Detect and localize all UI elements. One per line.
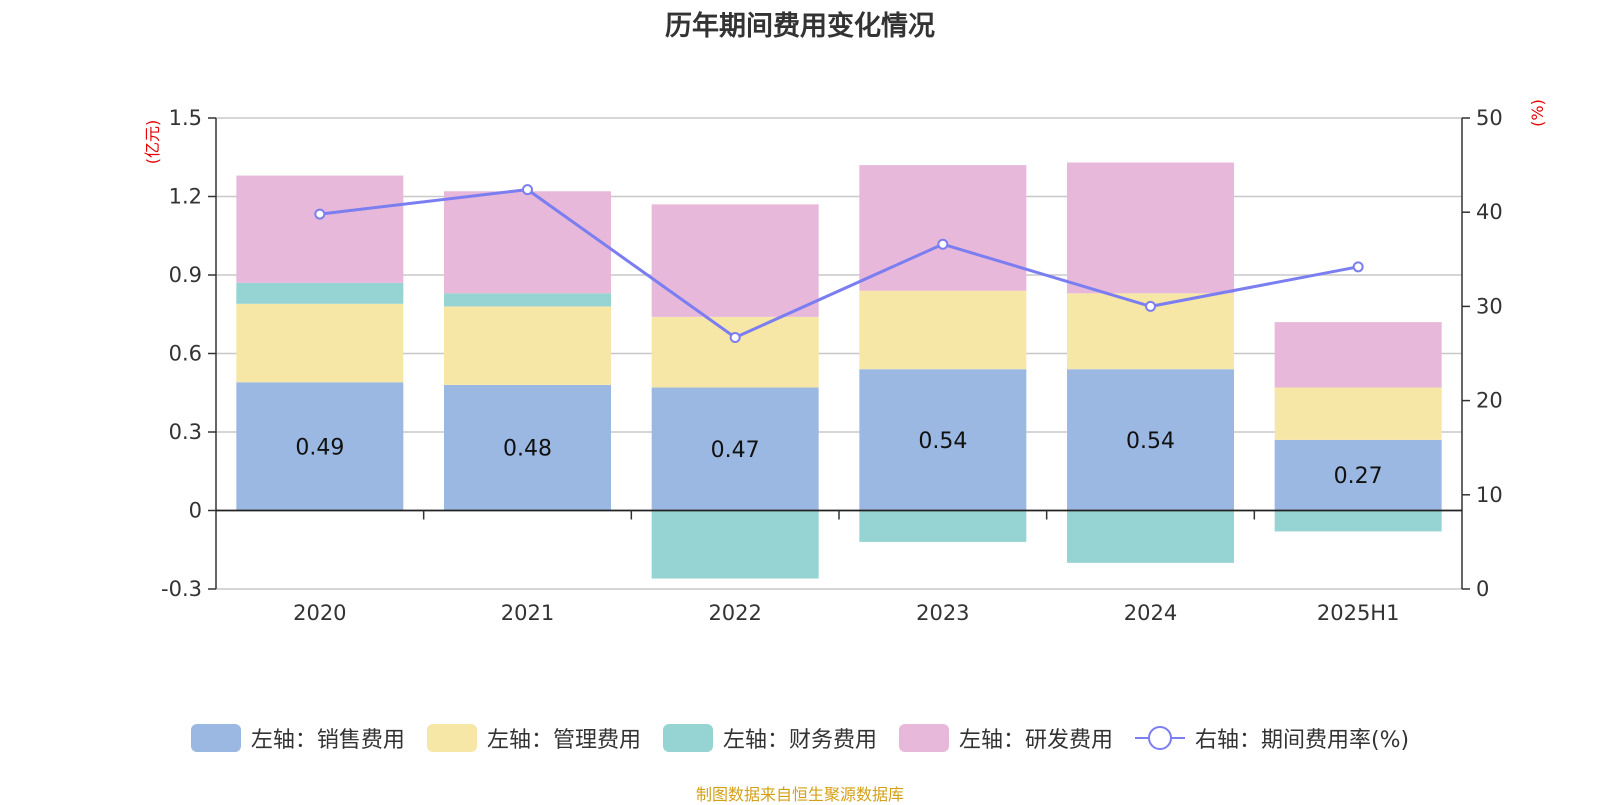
bar-segment — [651, 204, 819, 317]
bar-segment — [1274, 439, 1442, 511]
legend-swatch-rnd — [898, 724, 949, 752]
right-axis-tick-label: 20 — [1476, 389, 1503, 413]
bar-segment — [1274, 387, 1442, 440]
legend-swatch-sales — [190, 724, 241, 752]
bar-segment — [236, 282, 404, 304]
legend-item-expense-ratio[interactable]: 右轴：期间费用率(%) — [1134, 722, 1410, 754]
left-axis-tick-label: 0.3 — [169, 420, 202, 444]
legend-item-admin[interactable]: 左轴：管理费用 — [426, 722, 641, 754]
bar-data-label: 0.49 — [295, 435, 344, 460]
expense-ratio-point — [522, 184, 533, 196]
bar-segment — [444, 384, 611, 511]
bar-segment — [651, 510, 819, 579]
expense-ratio-point — [314, 208, 326, 220]
legend-item-rnd[interactable]: 左轴：研发费用 — [898, 722, 1113, 754]
legend-label-sales: 左轴：销售费用 — [250, 728, 405, 753]
bar-data-label: 0.27 — [1334, 464, 1383, 489]
expense-ratio-line — [319, 188, 1359, 340]
bar-segment — [1067, 369, 1234, 511]
bar-segment — [651, 316, 819, 388]
legend-swatch-expense-ratio — [1134, 724, 1185, 752]
x-axis-tick-label: 2025H1 — [1317, 601, 1400, 625]
legend-label-admin: 左轴：管理费用 — [486, 728, 641, 753]
bar-segment — [444, 293, 611, 307]
right-axis-tick-label: 50 — [1476, 106, 1503, 130]
x-axis-tick-label: 2021 — [501, 601, 554, 625]
left-axis-tick-label: 0.6 — [169, 342, 202, 366]
expense-ratio-point — [729, 331, 741, 343]
bar-segment — [859, 290, 1027, 370]
bar-segment — [444, 306, 611, 385]
legend-item-sales[interactable]: 左轴：销售费用 — [190, 722, 405, 754]
bar-segment — [1274, 322, 1442, 388]
left-axis-tick-label: 1.2 — [169, 185, 202, 209]
left-axis-tick-label: 0.9 — [169, 263, 202, 287]
x-axis-tick-label: 2020 — [293, 601, 346, 625]
legend-swatch-finance — [662, 724, 713, 752]
right-axis-tick-label: 10 — [1476, 483, 1503, 507]
bar-segment — [1067, 510, 1234, 563]
bar-data-label: 0.54 — [1126, 429, 1175, 454]
bar-segment — [1067, 162, 1234, 294]
expense-ratio-point — [1145, 300, 1156, 312]
left-axis-tick-label: 1.5 — [169, 106, 202, 130]
left-axis-tick-label: 0 — [189, 499, 202, 523]
right-axis-unit: (%) — [1528, 99, 1547, 127]
bar-segment — [444, 191, 611, 294]
left-axis-tick-label: -0.3 — [161, 577, 202, 601]
legend-label-rnd: 左轴：研发费用 — [958, 728, 1113, 753]
bar-segment — [651, 387, 819, 511]
legend-label-expense-ratio: 右轴：期间费用率(%) — [1194, 728, 1410, 753]
bar-segment — [236, 303, 404, 383]
bar-segment — [859, 510, 1027, 542]
expense-ratio-point — [937, 238, 949, 250]
legend-swatch-admin — [426, 724, 477, 752]
chart-legend: 左轴：销售费用 左轴：管理费用 左轴：财务费用 左轴：研发费用 右轴：期间费用率… — [0, 719, 1600, 757]
x-axis-tick-label: 2023 — [916, 601, 969, 625]
right-axis-tick-label: 40 — [1476, 200, 1503, 224]
x-axis-tick-label: 2022 — [708, 601, 761, 625]
expense-ratio-point — [1352, 261, 1364, 273]
left-axis-unit: (亿元) — [143, 120, 162, 165]
bar-segment — [236, 382, 404, 511]
source-note: 制图数据来自恒生聚源数据库 — [695, 785, 904, 804]
bar-segment — [236, 175, 404, 283]
bar-data-label: 0.54 — [918, 429, 967, 454]
right-axis-tick-label: 30 — [1476, 294, 1503, 318]
chart-title: 历年期间费用变化情况 — [665, 11, 935, 42]
bar-data-label: 0.48 — [503, 437, 552, 462]
bar-segment — [859, 369, 1027, 511]
legend-label-finance: 左轴：财务费用 — [722, 728, 877, 753]
bar-data-label: 0.47 — [711, 438, 760, 463]
right-axis-tick-label: 0 — [1476, 577, 1489, 601]
legend-item-finance[interactable]: 左轴：财务费用 — [662, 722, 877, 754]
bar-segment — [1274, 510, 1442, 532]
x-axis-tick-label: 2024 — [1124, 601, 1177, 625]
